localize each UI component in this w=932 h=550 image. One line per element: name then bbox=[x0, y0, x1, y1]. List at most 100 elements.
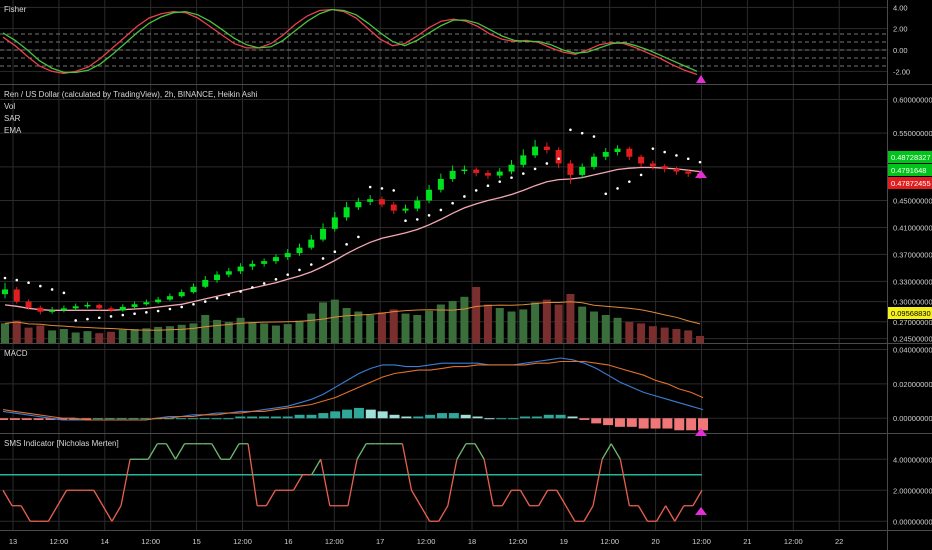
candle-body[interactable] bbox=[25, 301, 32, 308]
sar-dot[interactable] bbox=[345, 243, 348, 246]
candle-body[interactable] bbox=[626, 148, 633, 157]
sar-dot[interactable] bbox=[309, 263, 313, 266]
candle-body[interactable] bbox=[543, 146, 550, 150]
candle-body[interactable] bbox=[496, 171, 503, 176]
macd-histogram-bar[interactable] bbox=[603, 418, 614, 426]
volume-bar[interactable] bbox=[542, 299, 551, 343]
macd-histogram-bar[interactable] bbox=[306, 414, 317, 419]
sar-dot[interactable] bbox=[569, 128, 572, 132]
sar-dot[interactable] bbox=[62, 291, 66, 295]
sar-dot[interactable] bbox=[286, 273, 290, 276]
sar-dot[interactable] bbox=[592, 135, 596, 138]
candle-body[interactable] bbox=[272, 257, 279, 262]
candle-body[interactable] bbox=[473, 169, 480, 173]
macd-histogram-bar[interactable] bbox=[531, 416, 542, 419]
sar-dot[interactable] bbox=[298, 268, 301, 272]
macd-histogram-bar[interactable] bbox=[579, 418, 590, 420]
candle-body[interactable] bbox=[484, 172, 491, 176]
volume-bar[interactable] bbox=[601, 315, 610, 343]
candle-body[interactable] bbox=[96, 304, 103, 309]
volume-bar[interactable] bbox=[507, 311, 516, 344]
sms-line-segment[interactable] bbox=[592, 459, 603, 506]
sar-dot[interactable] bbox=[439, 208, 443, 212]
sms-line-segment[interactable] bbox=[320, 459, 331, 506]
macd-histogram-bar[interactable] bbox=[543, 414, 554, 419]
macd-histogram-bar[interactable] bbox=[330, 411, 341, 419]
candle-body[interactable] bbox=[661, 166, 668, 169]
volume-bar[interactable] bbox=[554, 304, 563, 344]
volume-bar[interactable] bbox=[83, 331, 92, 343]
macd-histogram-bar[interactable] bbox=[472, 416, 483, 419]
sms-line-segment[interactable] bbox=[674, 505, 685, 522]
volume-bar[interactable] bbox=[389, 309, 398, 343]
candle-body[interactable] bbox=[602, 152, 609, 157]
sms-line-segment[interactable] bbox=[619, 459, 631, 506]
volume-bar[interactable] bbox=[401, 313, 410, 343]
volume-bar[interactable] bbox=[566, 294, 575, 343]
sar-dot[interactable] bbox=[675, 154, 678, 157]
macd-histogram-bar[interactable] bbox=[342, 409, 353, 419]
candle-body[interactable] bbox=[108, 308, 115, 311]
macd-histogram-bar[interactable] bbox=[353, 407, 364, 419]
macd-histogram-bar[interactable] bbox=[199, 418, 210, 420]
candle-body[interactable] bbox=[567, 163, 574, 175]
candle-body[interactable] bbox=[308, 239, 315, 248]
sms-line-segment[interactable] bbox=[47, 505, 59, 522]
macd-histogram-bar[interactable] bbox=[33, 418, 44, 420]
volume-bar[interactable] bbox=[413, 315, 422, 343]
macd-histogram-bar[interactable] bbox=[187, 418, 198, 420]
macd-histogram-bar[interactable] bbox=[508, 418, 519, 420]
macd-histogram-bar[interactable] bbox=[294, 414, 305, 419]
sar-dot[interactable] bbox=[486, 184, 490, 188]
macd-histogram-bar[interactable] bbox=[211, 418, 222, 420]
candle-body[interactable] bbox=[166, 296, 173, 300]
macd-histogram-bar[interactable] bbox=[686, 418, 697, 431]
candle-body[interactable] bbox=[261, 261, 268, 264]
volume-bar[interactable] bbox=[519, 309, 528, 343]
sms-line-segment[interactable] bbox=[247, 443, 258, 506]
candle-body[interactable] bbox=[331, 217, 338, 229]
volume-bar[interactable] bbox=[696, 336, 704, 343]
volume-bar[interactable] bbox=[189, 323, 198, 343]
macd-histogram-bar[interactable] bbox=[235, 416, 246, 419]
sms-line-segment[interactable] bbox=[538, 489, 549, 507]
sar-dot[interactable] bbox=[522, 172, 525, 175]
candle-body[interactable] bbox=[426, 189, 433, 201]
sms-line-segment[interactable] bbox=[556, 489, 567, 507]
sms-line-segment[interactable] bbox=[692, 489, 703, 507]
sar-dot[interactable] bbox=[380, 187, 384, 190]
sar-dot[interactable] bbox=[262, 282, 266, 285]
macd-histogram-bar[interactable] bbox=[104, 418, 115, 420]
sar-dot[interactable] bbox=[227, 293, 231, 297]
volume-bar[interactable] bbox=[436, 304, 445, 344]
sar-dot[interactable] bbox=[663, 150, 666, 154]
sar-dot[interactable] bbox=[545, 162, 549, 165]
candle-body[interactable] bbox=[508, 164, 515, 172]
volume-bar[interactable] bbox=[625, 322, 634, 343]
volume-bar[interactable] bbox=[201, 315, 210, 343]
sms-line-segment[interactable] bbox=[420, 505, 431, 522]
sar-dot[interactable] bbox=[180, 305, 183, 309]
macd-histogram-bar[interactable] bbox=[318, 413, 329, 419]
volume-bar[interactable] bbox=[283, 324, 292, 343]
volume-bar[interactable] bbox=[118, 329, 127, 343]
sar-dot[interactable] bbox=[321, 257, 325, 260]
sms-line-segment[interactable] bbox=[211, 443, 222, 460]
volume-bar[interactable] bbox=[366, 315, 375, 343]
sar-dot[interactable] bbox=[27, 281, 30, 285]
sar-dot[interactable] bbox=[97, 316, 101, 320]
volume-bar[interactable] bbox=[342, 308, 351, 343]
macd-histogram-bar[interactable] bbox=[662, 418, 673, 429]
sms-line-segment[interactable] bbox=[410, 489, 422, 507]
sms-line-segment[interactable] bbox=[601, 443, 612, 460]
sms-line-segment[interactable] bbox=[583, 505, 594, 522]
sms-line-segment[interactable] bbox=[93, 489, 104, 507]
candle-body[interactable] bbox=[437, 178, 444, 190]
sms-line-segment[interactable] bbox=[120, 459, 131, 506]
sar-dot[interactable] bbox=[192, 302, 195, 306]
macd-histogram-bar[interactable] bbox=[128, 418, 139, 420]
macd-pane[interactable] bbox=[0, 357, 708, 436]
macd-histogram-bar[interactable] bbox=[92, 418, 103, 420]
sar-dot[interactable] bbox=[698, 160, 702, 164]
fisher-pane[interactable] bbox=[0, 8, 887, 84]
